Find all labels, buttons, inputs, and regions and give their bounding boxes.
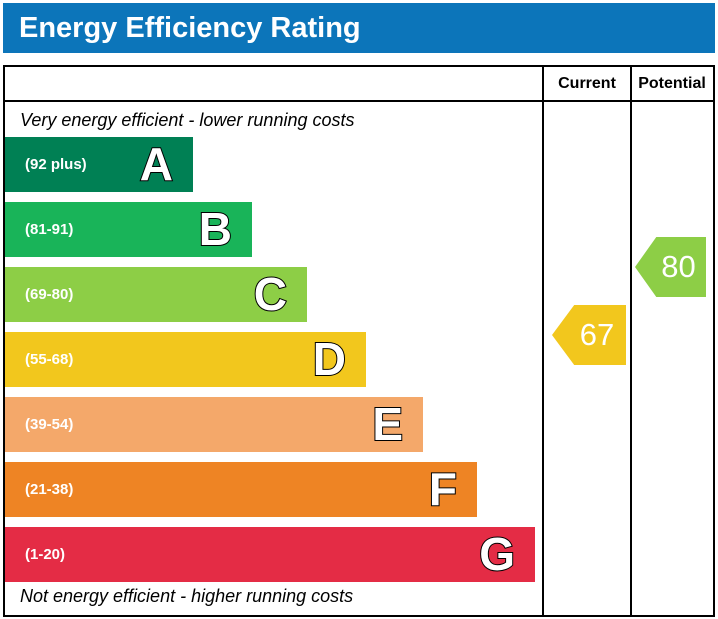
potential-column-divider (630, 67, 632, 615)
band-a-range-label: (92 plus) (25, 156, 87, 173)
band-row-c: (69-80) C (5, 267, 307, 322)
current-column-divider (542, 67, 544, 615)
rating-table: Current Potential Very energy efficient … (3, 65, 715, 617)
band-d-letter: D (312, 332, 347, 386)
title-bar: Energy Efficiency Rating (3, 3, 715, 53)
band-b-range-label: (81-91) (25, 221, 74, 238)
potential-rating-value: 80 (661, 249, 696, 284)
band-row-b: (81-91) B (5, 202, 252, 257)
band-row-a: (92 plus) A (5, 137, 193, 192)
current-column-header: Current (558, 75, 616, 92)
band-e-range-label: (39-54) (25, 416, 74, 433)
current-rating-value: 67 (579, 317, 615, 352)
current-rating-arrow: 67 (552, 305, 626, 365)
band-c-range-label: (69-80) (25, 286, 74, 303)
band-row-g: (1-20) G (5, 527, 535, 582)
bottom-note: Not energy efficient - higher running co… (20, 586, 354, 606)
band-d-range-label: (55-68) (25, 351, 74, 368)
band-b-letter: B (198, 202, 233, 256)
band-e-letter: E (371, 397, 404, 451)
band-f-range-label: (21-38) (25, 481, 74, 498)
band-a-letter: A (139, 137, 174, 191)
potential-column-header: Potential (638, 75, 706, 92)
top-note: Very energy efficient - lower running co… (20, 110, 355, 130)
band-row-e: (39-54) E (5, 397, 423, 452)
band-g-letter: G (478, 527, 516, 581)
band-g-range-label: (1-20) (25, 546, 66, 563)
band-c-letter: C (253, 267, 288, 321)
page-title: Energy Efficiency Rating (19, 11, 361, 44)
band-row-f: (21-38) F (5, 462, 477, 517)
potential-rating-arrow: 80 (635, 237, 706, 297)
band-row-d: (55-68) D (5, 332, 366, 387)
header-divider-line (5, 100, 713, 102)
band-f-letter: F (428, 462, 458, 516)
